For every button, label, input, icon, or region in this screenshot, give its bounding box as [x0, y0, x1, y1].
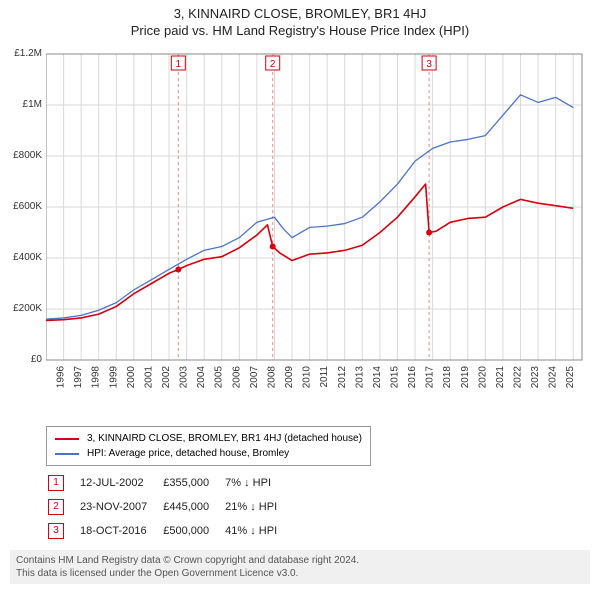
event-date: 18-OCT-2016	[80, 520, 161, 542]
svg-text:1999: 1999	[108, 366, 119, 389]
event-diff: 21% ↓ HPI	[225, 496, 291, 518]
svg-text:2010: 2010	[302, 366, 313, 389]
svg-text:1998: 1998	[91, 366, 102, 389]
event-date: 23-NOV-2007	[80, 496, 161, 518]
svg-text:2017: 2017	[425, 366, 436, 389]
event-price: £500,000	[163, 520, 223, 542]
svg-text:2006: 2006	[231, 366, 242, 389]
legend-item-property: 3, KINNAIRD CLOSE, BROMLEY, BR1 4HJ (det…	[55, 431, 362, 446]
footer-line-1: Contains HM Land Registry data © Crown c…	[16, 554, 584, 567]
title-block: 3, KINNAIRD CLOSE, BROMLEY, BR1 4HJ Pric…	[0, 0, 600, 38]
svg-text:1996: 1996	[56, 366, 67, 389]
svg-text:3: 3	[426, 59, 432, 70]
title-line-1: 3, KINNAIRD CLOSE, BROMLEY, BR1 4HJ	[0, 6, 600, 21]
svg-text:2018: 2018	[442, 366, 453, 389]
svg-text:1997: 1997	[73, 366, 84, 389]
legend-label-property: 3, KINNAIRD CLOSE, BROMLEY, BR1 4HJ (det…	[87, 431, 362, 446]
footer: Contains HM Land Registry data © Crown c…	[10, 550, 590, 584]
events-table: 1 12-JUL-2002£355,0007% ↓ HPI 2 23-NOV-2007…	[46, 470, 293, 544]
title-line-2: Price paid vs. HM Land Registry's House …	[0, 23, 600, 38]
svg-text:2009: 2009	[284, 366, 295, 389]
svg-text:2008: 2008	[266, 366, 277, 389]
svg-text:2024: 2024	[548, 366, 559, 389]
svg-text:2: 2	[270, 59, 276, 70]
svg-text:2019: 2019	[460, 366, 471, 389]
event-price: £445,000	[163, 496, 223, 518]
legend: 3, KINNAIRD CLOSE, BROMLEY, BR1 4HJ (det…	[46, 426, 371, 466]
footer-line-2: This data is licensed under the Open Gov…	[16, 567, 584, 580]
event-row: 2 23-NOV-2007£445,00021% ↓ HPI	[48, 496, 291, 518]
y-axis-label: £400K	[0, 252, 42, 263]
svg-text:2013: 2013	[354, 366, 365, 389]
svg-text:1: 1	[176, 59, 182, 70]
y-axis-label: £800K	[0, 150, 42, 161]
event-diff: 7% ↓ HPI	[225, 472, 291, 494]
svg-text:2022: 2022	[512, 366, 523, 389]
event-date: 12-JUL-2002	[80, 472, 161, 494]
svg-text:2021: 2021	[495, 366, 506, 389]
y-axis-label: £1M	[0, 99, 42, 110]
legend-label-hpi: HPI: Average price, detached house, Brom…	[87, 446, 289, 461]
legend-swatch-hpi	[55, 453, 79, 455]
svg-text:2001: 2001	[143, 366, 154, 389]
y-axis-label: £200K	[0, 303, 42, 314]
svg-text:2005: 2005	[214, 366, 225, 389]
legend-swatch-property	[55, 438, 79, 440]
svg-text:2020: 2020	[477, 366, 488, 389]
y-axis-label: £0	[0, 354, 42, 365]
event-diff: 41% ↓ HPI	[225, 520, 291, 542]
svg-text:1995: 1995	[46, 366, 49, 389]
y-axis-label: £1.2M	[0, 48, 42, 59]
svg-text:2023: 2023	[530, 366, 541, 389]
event-price: £355,000	[163, 472, 223, 494]
svg-text:2015: 2015	[389, 366, 400, 389]
legend-item-hpi: HPI: Average price, detached house, Brom…	[55, 446, 362, 461]
event-marker: 3	[48, 523, 64, 539]
price-chart: 1995 1996 1997 1998 1999 2000 2001 2002 2003 2004…	[46, 48, 586, 398]
svg-text:2004: 2004	[196, 366, 207, 389]
svg-text:2012: 2012	[337, 366, 348, 389]
svg-text:2014: 2014	[372, 366, 383, 389]
svg-text:2011: 2011	[319, 366, 330, 388]
svg-text:2025: 2025	[565, 366, 576, 389]
svg-text:2003: 2003	[179, 366, 190, 389]
event-row: 3 18-OCT-2016£500,00041% ↓ HPI	[48, 520, 291, 542]
svg-text:2002: 2002	[161, 366, 172, 389]
event-row: 1 12-JUL-2002£355,0007% ↓ HPI	[48, 472, 291, 494]
svg-text:2016: 2016	[407, 366, 418, 389]
event-marker: 2	[48, 499, 64, 515]
page-root: 3, KINNAIRD CLOSE, BROMLEY, BR1 4HJ Pric…	[0, 0, 600, 590]
y-axis-label: £600K	[0, 201, 42, 212]
svg-text:2007: 2007	[249, 366, 260, 389]
svg-text:2000: 2000	[126, 366, 137, 389]
event-marker: 1	[48, 475, 64, 491]
